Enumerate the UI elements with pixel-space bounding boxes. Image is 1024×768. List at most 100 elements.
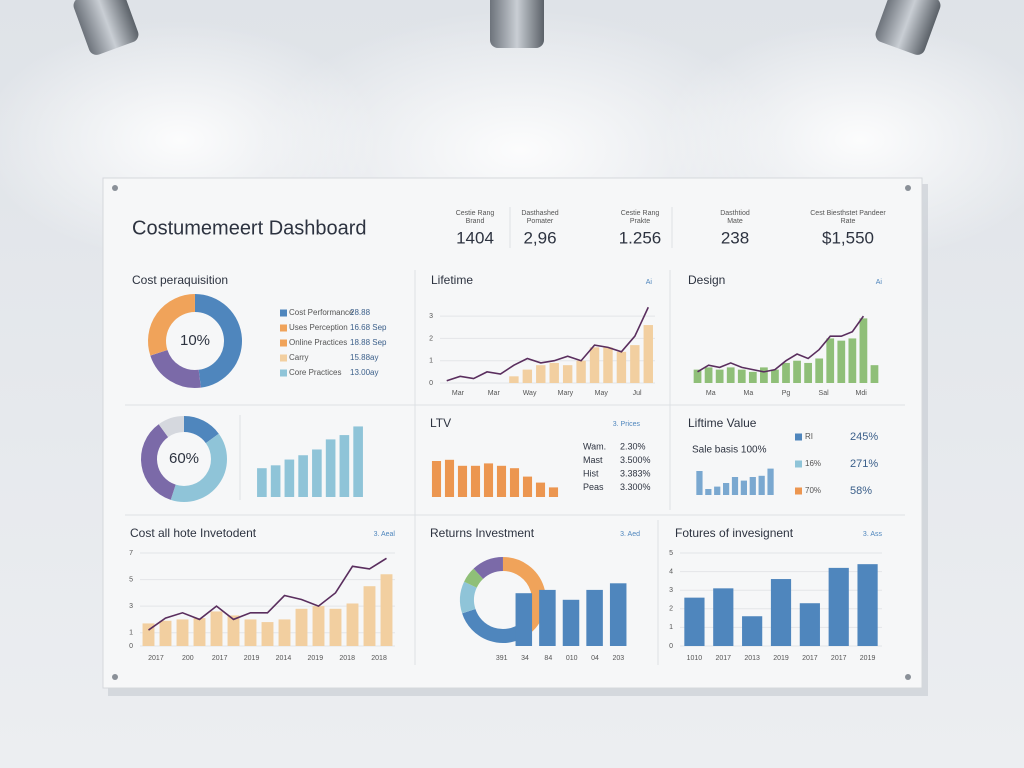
kpi-value: 1.256 xyxy=(619,228,662,247)
legend-label: 13.00ay xyxy=(350,368,378,377)
bar xyxy=(609,583,627,646)
table-cell: Hist xyxy=(583,468,599,478)
line xyxy=(446,306,650,382)
legend-swatch xyxy=(280,309,287,317)
bar xyxy=(142,623,155,646)
donut-segment xyxy=(148,294,196,356)
legend-name: Uses Perception xyxy=(289,323,348,332)
kpi-sublabel: Prakte xyxy=(630,218,650,225)
bar xyxy=(312,606,325,646)
legend-swatch xyxy=(280,354,287,362)
kpi-label: Dasthtiod xyxy=(720,210,750,217)
bar xyxy=(713,588,734,646)
x-tick-label: 2017 xyxy=(802,655,818,662)
kpi-sublabel: Pomater xyxy=(527,218,554,225)
x-tick-label: 2017 xyxy=(831,655,847,662)
legend-swatch xyxy=(280,324,287,332)
bar xyxy=(329,608,342,646)
x-tick-label: 391 xyxy=(496,655,508,662)
x-tick-label: 2014 xyxy=(276,655,292,662)
y-tick-label: 1 xyxy=(129,630,133,637)
bar xyxy=(793,360,801,383)
x-tick-label: 200 xyxy=(182,655,194,662)
x-tick-label: Ma xyxy=(744,390,754,397)
legend-label: 18.88 Sep xyxy=(350,338,387,347)
bar xyxy=(848,338,857,383)
panel-tag: 3. Ass xyxy=(863,531,883,538)
bar xyxy=(562,365,573,383)
legend-name: RI xyxy=(805,432,813,441)
bar xyxy=(586,589,603,646)
bar xyxy=(616,351,627,383)
y-tick-label: 0 xyxy=(669,643,673,650)
x-tick-label: Mary xyxy=(558,390,574,397)
bar xyxy=(522,476,533,497)
bar xyxy=(227,615,240,646)
bar xyxy=(363,586,376,646)
donut-segment xyxy=(194,294,242,388)
legend-label: 16.68 Sep xyxy=(350,323,387,332)
bar xyxy=(576,360,586,383)
bar xyxy=(548,487,559,497)
bar xyxy=(295,608,308,646)
bar xyxy=(767,468,774,495)
x-tick-label: 84 xyxy=(544,655,552,662)
bar xyxy=(536,365,546,383)
x-tick-label: 2018 xyxy=(339,655,355,662)
y-tick-label: 2 xyxy=(429,335,433,342)
bar xyxy=(758,475,765,495)
kpi-label: Dasthashed xyxy=(521,210,558,217)
lamps xyxy=(73,0,941,55)
bar xyxy=(740,480,747,495)
bar xyxy=(509,376,519,383)
bar xyxy=(339,435,350,497)
bar xyxy=(837,340,846,383)
bar xyxy=(749,477,756,495)
x-tick-label: Way xyxy=(523,390,537,397)
panel-title: Cost peraquisition xyxy=(132,273,228,287)
board xyxy=(102,177,923,689)
bar xyxy=(483,463,494,497)
x-tick-label: 2017 xyxy=(148,655,164,662)
x-tick-label: 04 xyxy=(591,655,599,662)
bar xyxy=(857,564,878,646)
legend-name: Online Practices xyxy=(289,338,347,347)
kpi-label: Cest Biesthstet Pandeer xyxy=(810,210,886,217)
x-tick-label: 2013 xyxy=(744,655,760,662)
table-cell: 2.30% xyxy=(620,441,646,451)
x-tick-label: Jul xyxy=(633,390,642,397)
x-tick-label: Mdi xyxy=(856,390,868,397)
x-tick-label: 2019 xyxy=(308,655,324,662)
bar xyxy=(539,589,556,646)
kpi-label: Cestie Rang xyxy=(621,210,660,217)
x-tick-label: 2018 xyxy=(371,655,387,662)
dashboard-title: Costumemeert Dashboard xyxy=(132,217,367,239)
bar xyxy=(346,603,359,646)
panel-title: Fotures of invesignent xyxy=(675,526,794,540)
bar xyxy=(457,465,468,497)
bar xyxy=(270,465,281,497)
x-tick-label: May xyxy=(595,390,609,397)
bar xyxy=(278,619,291,646)
bar xyxy=(684,597,705,646)
y-tick-label: 1 xyxy=(669,624,673,631)
bar xyxy=(210,611,223,646)
panel-title: Cost all hote Invetodent xyxy=(130,526,257,540)
x-tick-label: Ma xyxy=(706,390,716,397)
kpi-value: 2,96 xyxy=(523,228,556,247)
table-cell: Wam. xyxy=(583,441,606,451)
x-tick-label: 2019 xyxy=(860,655,876,662)
x-tick-label: Pg xyxy=(782,390,791,397)
legend-swatch xyxy=(280,339,287,347)
x-tick-label: 2019 xyxy=(244,655,260,662)
legend-label: 15.88ay xyxy=(350,353,378,362)
panel-title: Design xyxy=(688,273,725,287)
table-cell: Peas xyxy=(583,482,604,492)
y-tick-label: 7 xyxy=(129,550,133,557)
y-tick-label: 4 xyxy=(669,568,673,575)
bar xyxy=(470,465,481,497)
bar xyxy=(828,567,849,646)
y-tick-label: 2 xyxy=(669,606,673,613)
panel-tag: 3. Prices xyxy=(613,421,641,428)
bar xyxy=(176,619,189,646)
